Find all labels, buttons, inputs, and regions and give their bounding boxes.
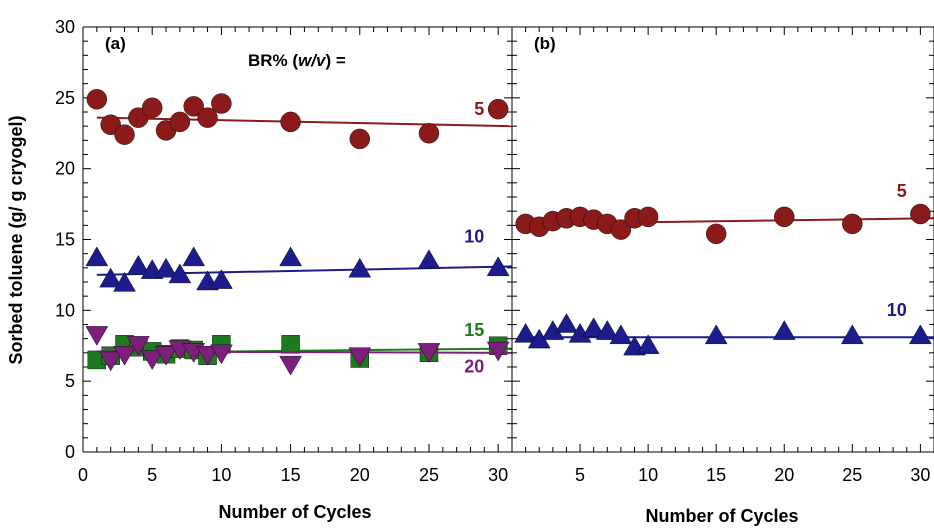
x-axis-title-b: Number of Cycles <box>645 506 798 526</box>
data-point-20 <box>348 347 372 368</box>
data-point-20 <box>210 344 233 365</box>
panel-label: (b) <box>534 34 556 53</box>
y-tick-label: 25 <box>55 88 75 108</box>
data-point-10 <box>486 256 510 277</box>
series-label-10: 10 <box>887 300 907 320</box>
data-point-20 <box>486 341 510 362</box>
series-20 <box>85 326 513 376</box>
data-point-20 <box>417 343 441 363</box>
x-tick-label: 10 <box>638 465 658 485</box>
data-point-20 <box>140 350 164 370</box>
x-tick-label: 30 <box>488 465 508 485</box>
x-tick-label: 5 <box>575 465 585 485</box>
data-point-15 <box>281 335 300 354</box>
data-point-5 <box>487 98 509 120</box>
x-axis-title-a: Number of Cycles <box>218 502 371 522</box>
data-point-10 <box>182 246 206 267</box>
x-tick-label: 10 <box>211 465 231 485</box>
x-tick-label: 5 <box>147 465 157 485</box>
x-tick-label: 15 <box>281 465 301 485</box>
data-point-10 <box>210 269 233 289</box>
data-point-5 <box>910 203 931 225</box>
data-point-5 <box>705 223 727 245</box>
series-label-5: 5 <box>897 181 907 201</box>
data-point-10 <box>704 324 728 345</box>
x-tick-label: 25 <box>842 465 862 485</box>
data-point-10 <box>154 257 178 278</box>
y-tick-label: 30 <box>55 17 75 37</box>
data-point-5 <box>774 206 795 228</box>
series-5 <box>515 203 934 245</box>
data-point-10 <box>840 324 864 345</box>
series-label-20: 20 <box>464 357 484 377</box>
data-point-10 <box>595 320 619 340</box>
y-axis-title: Sorbed toluene (g/ g cryogel) <box>6 115 26 364</box>
data-point-10 <box>279 246 302 267</box>
data-point-5 <box>86 89 108 110</box>
data-point-20 <box>113 346 136 366</box>
series-label-15: 15 <box>464 320 484 340</box>
data-point-5 <box>114 124 135 145</box>
data-point-5 <box>211 93 232 114</box>
series-label-10: 10 <box>464 226 484 246</box>
x-tick-label: 15 <box>706 465 726 485</box>
data-point-10 <box>168 263 192 284</box>
data-point-10 <box>348 257 372 278</box>
data-point-10 <box>772 320 796 340</box>
panel-a: 0 5 10 15 20 25 30 0 5 10 15 20 25 30 (a) BR% (w/v) = 5 1… <box>55 17 513 485</box>
y-tick-label: 15 <box>55 230 75 250</box>
x-tick-label: 20 <box>774 465 794 485</box>
x-tick-label: 0 <box>78 465 88 485</box>
data-point-5 <box>637 206 659 228</box>
legend-title: BR% (w/v) = <box>248 51 346 70</box>
x-tick-label: 30 <box>910 465 930 485</box>
panel-label: (a) <box>105 34 126 53</box>
data-point-5 <box>418 123 440 144</box>
data-point-10 <box>127 255 150 275</box>
data-point-5 <box>141 97 163 118</box>
y-tick-label: 20 <box>55 159 75 179</box>
data-point-10 <box>514 323 537 343</box>
data-point-20 <box>85 326 109 346</box>
data-point-20 <box>99 351 123 372</box>
data-point-10 <box>555 313 578 333</box>
data-point-10 <box>99 267 123 288</box>
data-point-10 <box>909 324 932 345</box>
series-10 <box>514 313 934 356</box>
x-tick-label: 25 <box>419 465 439 485</box>
data-point-10 <box>113 272 136 292</box>
series-5 <box>86 89 513 150</box>
data-point-10 <box>85 246 109 267</box>
data-point-5 <box>197 107 218 128</box>
data-point-10 <box>636 334 660 354</box>
data-point-20 <box>154 346 178 366</box>
data-point-5 <box>280 111 301 133</box>
fit-line-5 <box>96 116 513 128</box>
y-tick-label: 0 <box>65 442 75 462</box>
x-tick-label: 20 <box>350 465 370 485</box>
data-point-5 <box>842 213 863 235</box>
data-point-20 <box>279 355 302 376</box>
data-point-10 <box>609 324 633 345</box>
data-point-5 <box>183 96 204 117</box>
data-point-20 <box>196 346 219 366</box>
data-point-5 <box>349 128 370 150</box>
series-10 <box>85 246 513 292</box>
y-tick-label: 10 <box>55 300 75 320</box>
data-point-5 <box>610 219 632 240</box>
data-point-5 <box>169 111 191 133</box>
data-point-10 <box>417 249 441 269</box>
data-point-10 <box>582 317 606 337</box>
data-point-20 <box>127 336 150 356</box>
series-label-5: 5 <box>474 99 484 119</box>
panel-b: 5 10 15 20 25 30 (b) 5 10 <box>511 26 934 485</box>
y-tick-label: 5 <box>65 371 75 391</box>
